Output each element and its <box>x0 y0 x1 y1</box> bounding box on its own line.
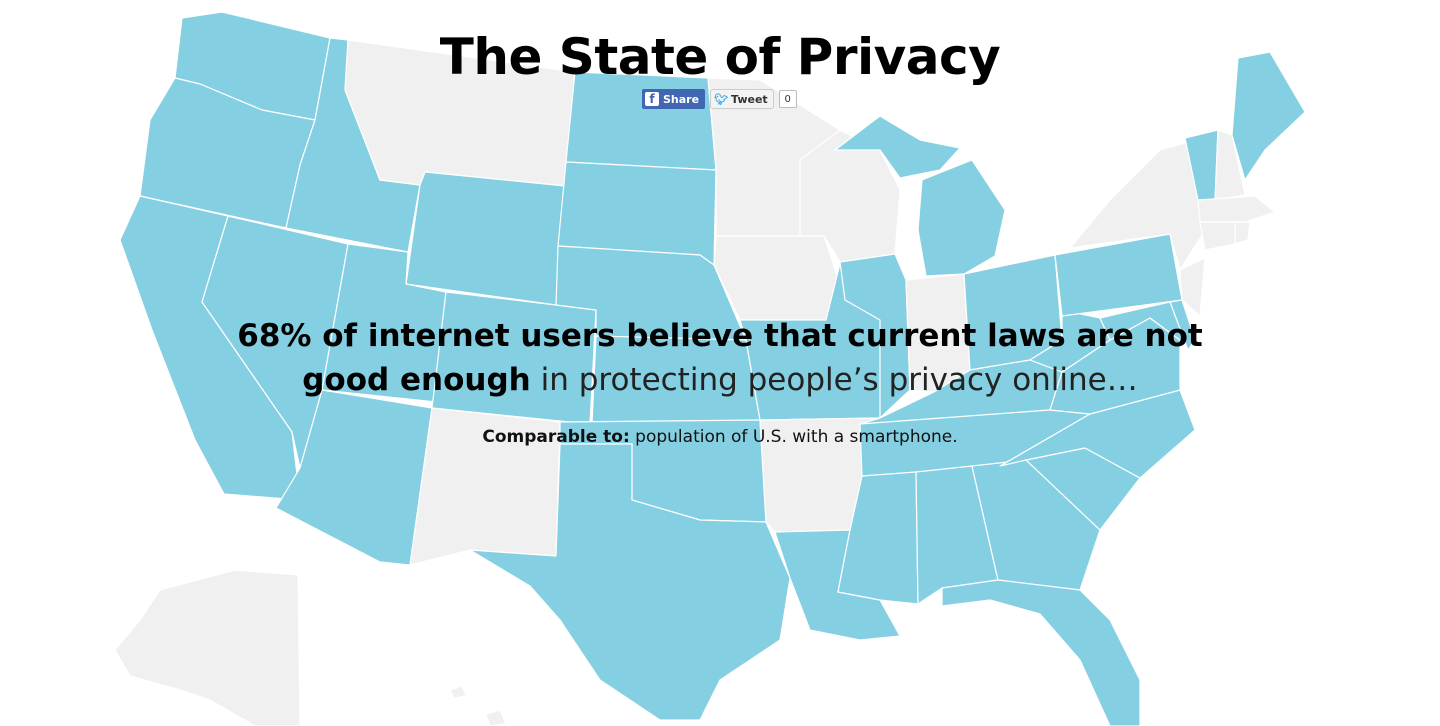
headline-bold-text: 68% of internet users believe that curre… <box>237 318 1203 398</box>
state-tx <box>469 443 791 721</box>
tweet-button[interactable]: 🐦︎ Tweet <box>710 89 774 109</box>
state-de <box>1169 299 1196 351</box>
share-bar: f Share 🐦︎ Tweet 0 <box>642 88 797 110</box>
page-title: The State of Privacy <box>439 28 1001 86</box>
facebook-share-button[interactable]: f Share <box>642 89 706 109</box>
state-ia <box>713 235 846 321</box>
state-wy <box>405 171 566 306</box>
facebook-f-icon: f <box>645 92 659 106</box>
state-nj <box>1179 257 1206 317</box>
state-mi-upper <box>834 115 961 179</box>
headline-light-text: in protecting people’s privacy online… <box>530 362 1138 398</box>
state-me <box>1231 51 1306 181</box>
comparison-label: Comparable to: <box>482 427 630 447</box>
state-ak <box>114 569 301 726</box>
state-mi <box>917 159 1006 277</box>
facebook-share-label: Share <box>663 92 700 106</box>
state-ct <box>1199 221 1236 251</box>
state-nd <box>565 71 717 171</box>
state-ri <box>1234 221 1251 245</box>
headline-statistic: 68% of internet users believe that curre… <box>200 314 1240 402</box>
tweet-label: Tweet <box>731 92 768 106</box>
comparison-line: Comparable to: population of U.S. with a… <box>0 427 1440 447</box>
state-hi <box>449 685 507 726</box>
state-nh <box>1214 129 1246 201</box>
state-il <box>839 253 911 419</box>
state-co <box>431 291 597 425</box>
state-fl <box>941 579 1141 726</box>
twitter-bird-icon: 🐦︎ <box>714 92 729 106</box>
state-ma <box>1197 195 1276 223</box>
tweet-count: 0 <box>778 90 797 108</box>
comparison-text: population of U.S. with a smartphone. <box>629 427 958 447</box>
